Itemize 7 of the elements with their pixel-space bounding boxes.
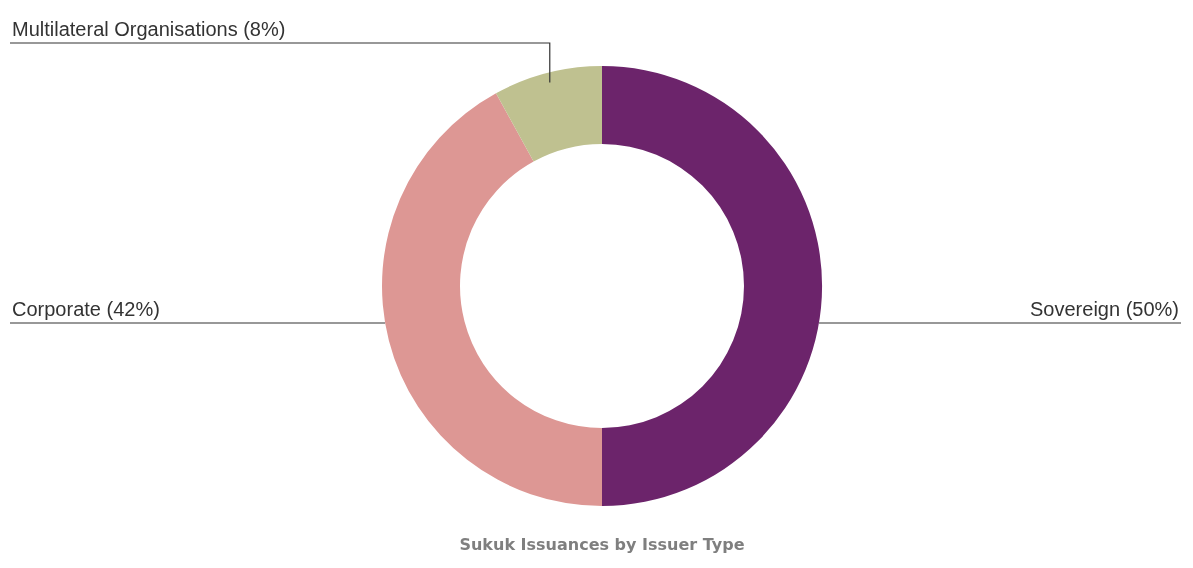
donut-slice bbox=[496, 66, 602, 162]
text: Sukuk Issuances by Issuer Type bbox=[459, 535, 745, 554]
slice-label: Multilateral Organisations (8%) bbox=[12, 18, 286, 40]
donut-slice bbox=[382, 93, 602, 506]
donut-slice bbox=[602, 66, 822, 506]
slice-label: Sovereign (50%) bbox=[1030, 298, 1179, 320]
slice-label: Corporate (42%) bbox=[12, 298, 160, 320]
